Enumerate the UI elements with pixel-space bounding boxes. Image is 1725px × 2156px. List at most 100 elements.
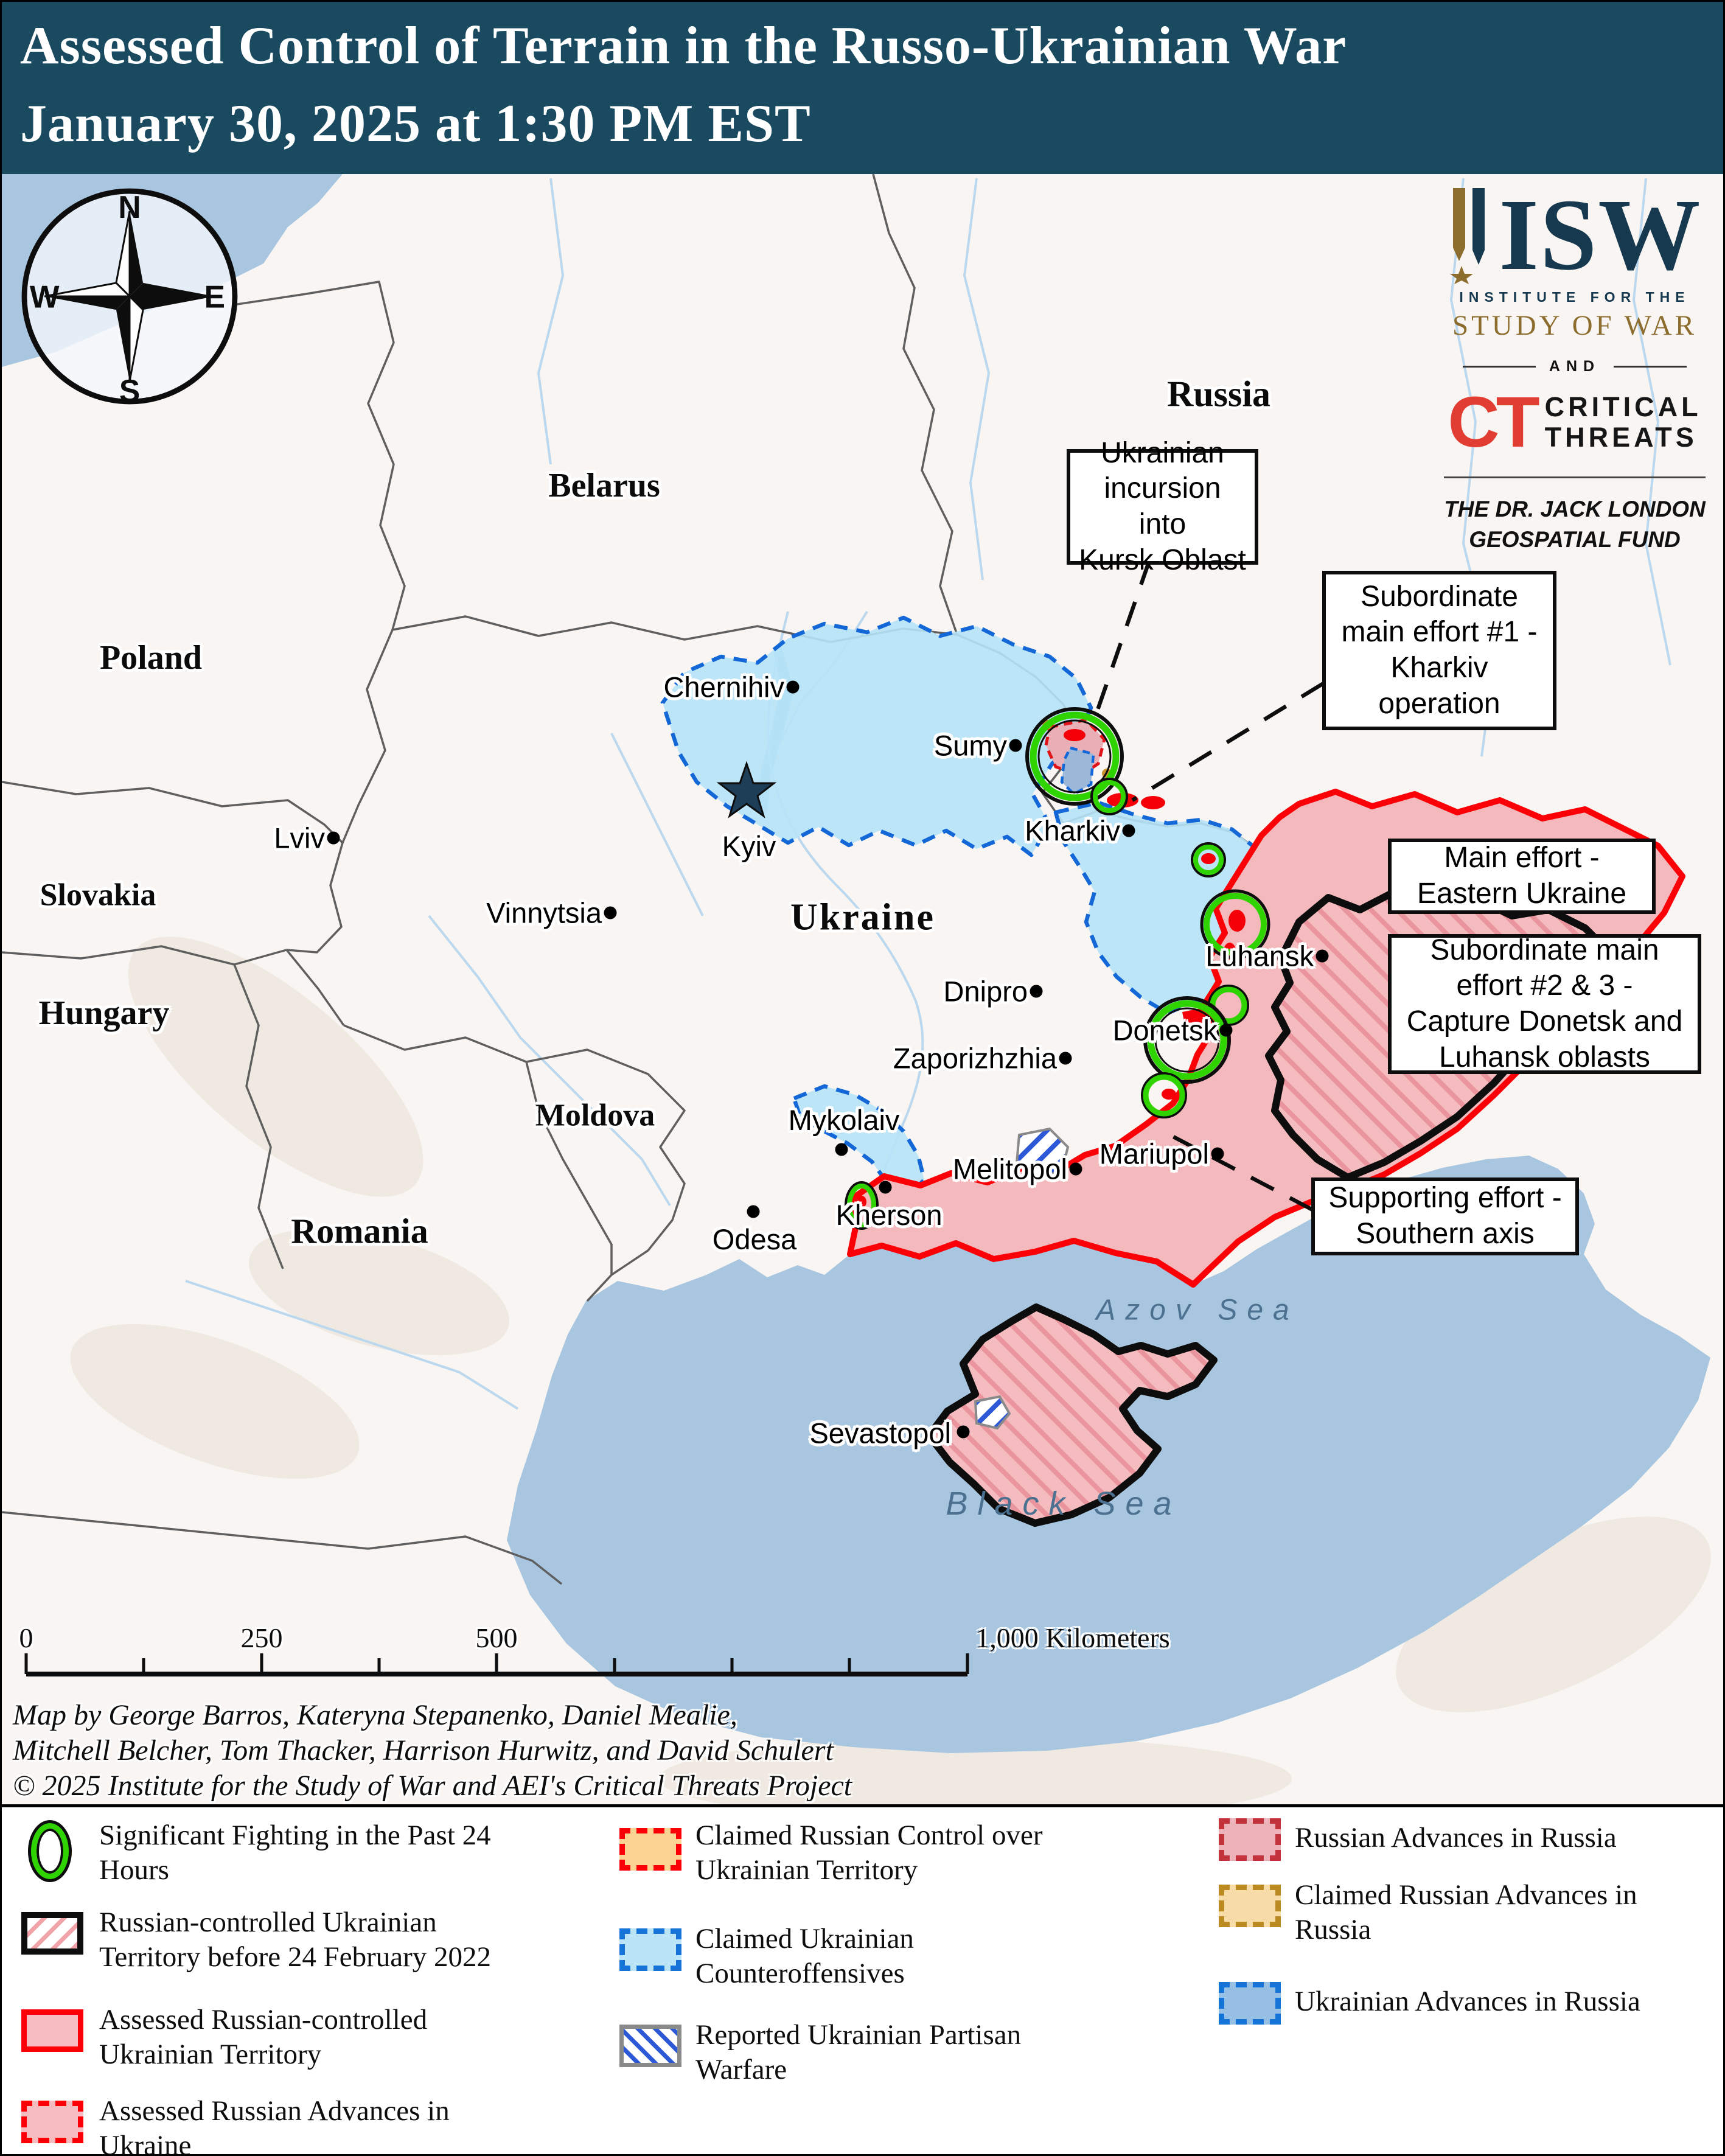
city-dot-sumy [1009, 739, 1022, 752]
threats-text: THREATS [1544, 422, 1698, 453]
country-label-romania: Romania [291, 1211, 428, 1251]
compass-e: E [204, 279, 225, 314]
legend-swatch-significant-fighting [31, 1823, 69, 1879]
city-dot-mykolaiv [835, 1143, 848, 1156]
legend-swatch-prewar-territory [21, 1912, 83, 1955]
title-bar: Assessed Control of Terrain in the Russo… [2, 2, 1723, 174]
scale-bar [24, 1653, 969, 1676]
country-label-ukraine: Ukraine [790, 896, 935, 938]
city-label-vinnytsia: Vinnytsia [486, 896, 602, 929]
page-subtitle-date: January 30, 2025 at 1:30 PM EST [20, 94, 811, 153]
legend-swatch-claimed-ukrainian-counteroffensives [619, 1928, 681, 1971]
city-dot-lviv [327, 831, 340, 845]
isw-column-icon [1449, 188, 1485, 284]
city-label-mariupol: Mariupol [1099, 1137, 1209, 1170]
compass-n: N [118, 189, 141, 225]
geospatial-fund-text: THE DR. JACK LONDON GEOSPATIAL FUND [1444, 476, 1706, 555]
country-label-poland: Poland [99, 639, 203, 677]
city-dot-donetsk [1219, 1024, 1233, 1037]
legend: Significant Fighting in the Past 24 Hour… [2, 1804, 1723, 2156]
page-title: Assessed Control of Terrain in the Russo… [20, 16, 1347, 75]
isw-ct-logo-block: ISW INSTITUTE FOR THE STUDY OF WAR AND C… [1438, 178, 1712, 555]
compass-rose: N E S W [18, 184, 242, 411]
compass-s: S [119, 373, 140, 408]
divider-and-text: AND [1549, 358, 1601, 375]
legend-label-russian-advances-ukraine: Assessed Russian Advances in Ukraine [99, 2095, 450, 2156]
city-label-kharkiv: Kharkiv [1025, 814, 1120, 847]
city-label-kyiv: Kyiv [722, 830, 776, 862]
country-label-slovakia: Slovakia [40, 877, 156, 913]
city-dot-kherson [879, 1181, 892, 1194]
isw-institute-text: INSTITUTE FOR THE [1459, 289, 1690, 305]
country-label-moldova: Moldova [535, 1098, 655, 1133]
city-dot-kharkiv [1122, 824, 1135, 837]
isw-study-of-war-text: STUDY OF WAR [1452, 310, 1698, 341]
city-label-mykolaiv: Mykolaiv [788, 1104, 900, 1136]
compass-star [44, 211, 215, 382]
critical-threats-ct-mark: CT [1448, 382, 1539, 462]
terrain-shading [70, 937, 1711, 1804]
city-label-donetsk: Donetsk [1112, 1014, 1218, 1047]
city-dot-sevastopol [957, 1425, 970, 1439]
callout-connectors [1093, 559, 1325, 1212]
scale-label-250: 250 [240, 1622, 283, 1653]
city-dot-luhansk [1316, 949, 1329, 963]
legend-swatch-ukrainian-advances-russia [1219, 1982, 1281, 2025]
city-dot-vinnytsia [604, 906, 617, 919]
legend-label-claimed-russian-control: Claimed Russian Control over Ukrainian T… [695, 1819, 1043, 1886]
logo-and-divider: AND [1462, 358, 1687, 375]
legend-swatch-claimed-russian-advances-russia [1219, 1885, 1281, 1927]
country-label-russia: Russia [1166, 374, 1271, 414]
city-label-lviv: Lviv [274, 822, 325, 854]
city-label-odesa: Odesa [712, 1223, 797, 1255]
region-partisan-warfare [974, 1127, 1070, 1430]
divider-rule-right [1614, 366, 1687, 368]
divider-rule-left [1462, 366, 1536, 368]
legend-label-claimed-ukrainian-counteroffensives: Claimed Ukrainian Counteroffensives [695, 1923, 914, 1990]
scale-label-1000km: 1,000 Kilometers [975, 1622, 1170, 1653]
legend-label-claimed-russian-advances-russia: Claimed Russian Advances in Russia [1295, 1879, 1637, 1946]
kyiv-capital-star [716, 761, 777, 818]
sea-label-azov: Azov Sea [1096, 1294, 1299, 1327]
credits-line-2: Mitchell Belcher, Tom Thacker, Harrison … [13, 1734, 834, 1767]
significant-fighting-circles [845, 707, 1270, 1230]
critical-text: CRITICAL [1544, 391, 1702, 422]
city-label-sevastopol: Sevastopol [809, 1417, 951, 1450]
isw-wordmark: ISW [1499, 178, 1702, 291]
callout-main-effort-eastern-ukraine: Main effort - Eastern Ukraine [1388, 839, 1656, 914]
legend-swatch-claimed-russian-control [619, 1828, 681, 1871]
legend-label-significant-fighting: Significant Fighting in the Past 24 Hour… [99, 1819, 491, 1886]
city-dot-melitopol [1069, 1162, 1082, 1176]
legend-label-prewar-territory: Russian-controlled Ukrainian Territory b… [99, 1907, 492, 1973]
legend-label-assessed-russian-controlled: Assessed Russian-controlled Ukrainian Te… [99, 2004, 428, 2071]
credits-line-1: Map by George Barros, Kateryna Stepanenk… [13, 1699, 737, 1731]
scale-label-0: 0 [19, 1622, 33, 1653]
city-label-dnipro: Dnipro [943, 975, 1028, 1008]
city-label-melitopol: Melitopol [952, 1153, 1067, 1185]
legend-label-russian-advances-russia: Russian Advances in Russia [1295, 1822, 1617, 1854]
country-label-belarus: Belarus [548, 467, 660, 504]
callout-supporting-effort-southern-axis: Supporting effort - Southern axis [1311, 1177, 1579, 1255]
city-label-luhansk: Luhansk [1205, 940, 1314, 972]
city-dot-odesa [747, 1205, 760, 1218]
city-label-zaporizhzhia: Zaporizhzhia [893, 1042, 1057, 1075]
legend-label-partisan-warfare: Reported Ukrainian Partisan Warfare [695, 2019, 1022, 2086]
legend-swatch-partisan-warfare [619, 2025, 681, 2067]
city-label-sumy: Sumy [933, 729, 1007, 762]
city-label-kherson: Kherson [835, 1199, 943, 1231]
compass-w: W [30, 279, 60, 314]
city-dot-chernihiv [786, 680, 800, 694]
callout-subordinate-effort-2-3-donetsk-luhansk: Subordinate main effort #2 & 3 - Capture… [1388, 934, 1701, 1074]
sea-label-black-sea: Black Sea [946, 1485, 1182, 1522]
legend-swatch-russian-advances-ukraine [21, 2101, 83, 2143]
legend-swatch-russian-advances-russia [1219, 1818, 1281, 1861]
callout-subordinate-effort-1-kharkiv: Subordinate main effort #1 - Kharkiv ope… [1322, 571, 1556, 730]
callout-kursk-incursion: Ukrainian incursion into Kursk Oblast [1067, 437, 1258, 576]
legend-swatch-assessed-russian-controlled [21, 2009, 83, 2052]
legend-label-ukrainian-advances-russia: Ukrainian Advances in Russia [1295, 1986, 1640, 2017]
city-dot-dnipro [1030, 985, 1043, 998]
country-label-hungary: Hungary [38, 994, 170, 1032]
city-dot-zaporizhzhia [1059, 1052, 1072, 1065]
city-label-chernihiv: Chernihiv [663, 671, 784, 703]
